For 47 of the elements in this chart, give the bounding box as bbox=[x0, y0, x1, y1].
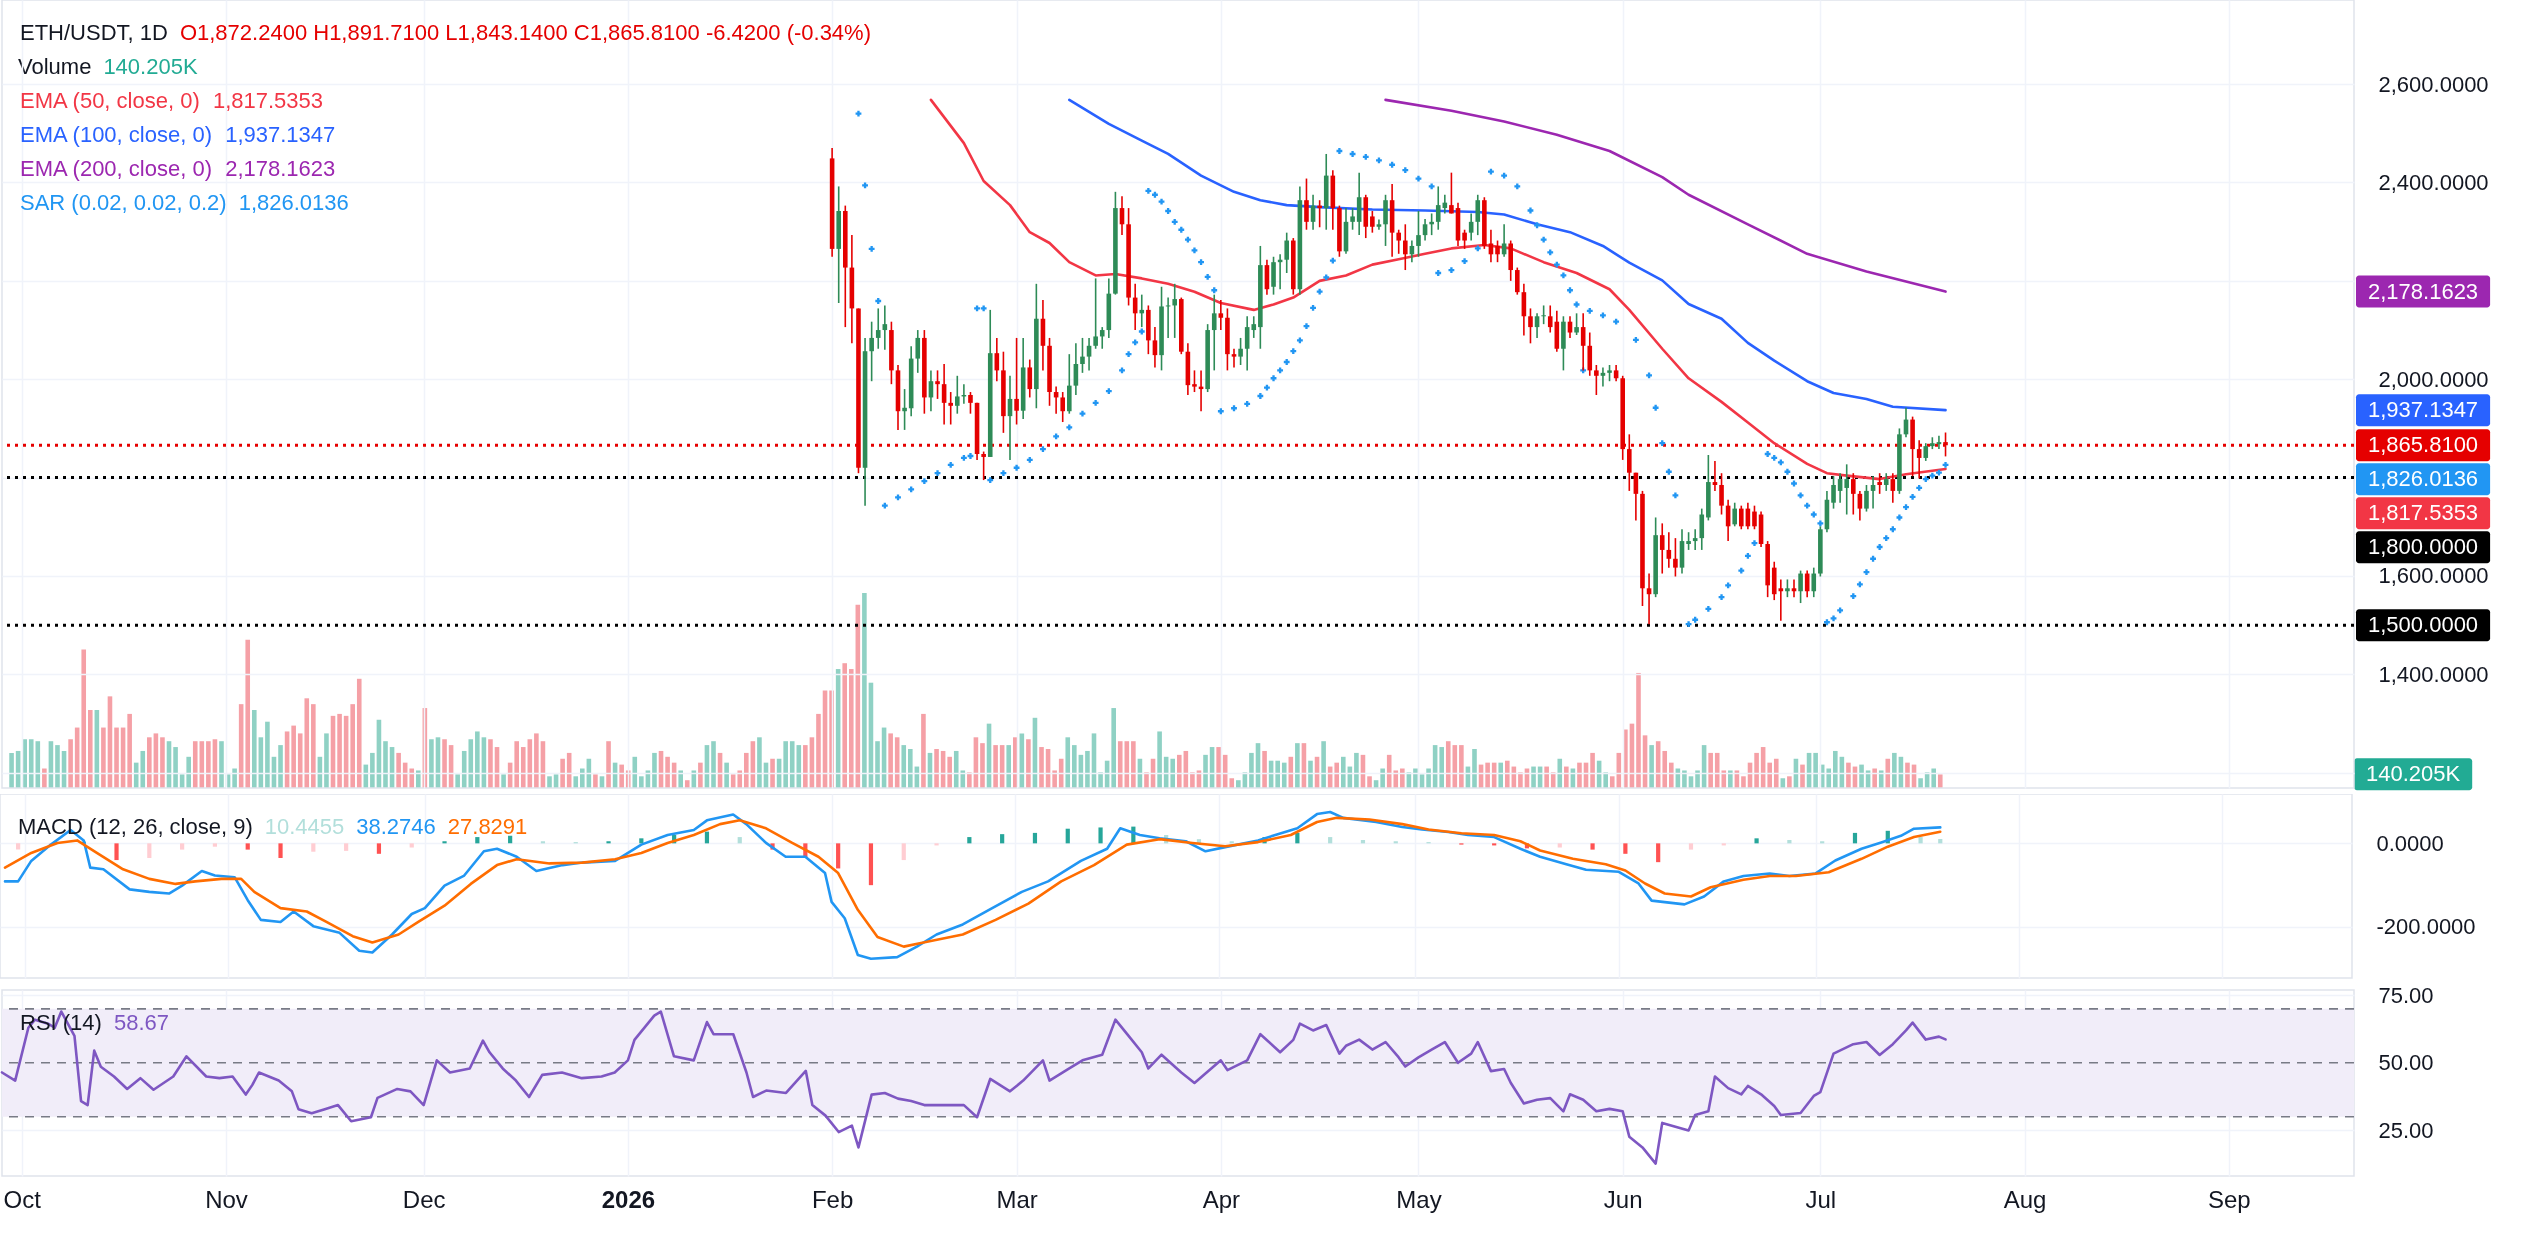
y-tick-label: 0.0000 bbox=[2376, 830, 2444, 856]
x-tick-label: Mar bbox=[996, 1185, 1038, 1213]
x-tick-label: Jun bbox=[1603, 1185, 1643, 1213]
annotation: 10.4455 bbox=[264, 814, 345, 839]
y-tick-label: 2,400.0000 bbox=[2378, 169, 2489, 195]
x-tick-label: Dec bbox=[402, 1185, 446, 1213]
y-tick-label: 75.00 bbox=[2378, 982, 2434, 1008]
annotation: 38.2746 bbox=[356, 814, 436, 839]
text: 140.205K bbox=[2366, 761, 2461, 787]
x-tick-label: 2026 bbox=[601, 1185, 656, 1213]
x-tick-label: Feb bbox=[811, 1185, 854, 1213]
y-tick-label: 1,600.0000 bbox=[2378, 563, 2489, 589]
y-tick-label: 25.00 bbox=[2378, 1117, 2434, 1143]
ref-line-label: 1,865.8100 bbox=[2368, 432, 2479, 458]
text: 1,826.0136 bbox=[2368, 466, 2479, 492]
y-tick-label: -200.0000 bbox=[2376, 914, 2476, 940]
annotation: 58.67 bbox=[113, 1010, 169, 1035]
x-tick-label: Apr bbox=[1202, 1185, 1240, 1213]
text: O1,872.2400 H1,891.7100 L1,843.1400 C1,865.8100 -6.4200 (-0.34%) bbox=[179, 20, 871, 45]
text: ETH/USDT, 1D bbox=[20, 20, 168, 45]
y-tick-label: 50.00 bbox=[2378, 1050, 2434, 1076]
chart-title: Volume bbox=[18, 54, 92, 79]
text: 1,817.5353 bbox=[2368, 500, 2479, 526]
x-tick-label: Sep bbox=[2207, 1185, 2251, 1213]
x-tick-label: Aug bbox=[2003, 1185, 2047, 1213]
y-tick-label: 1,400.0000 bbox=[2378, 661, 2489, 687]
x-tick-label: May bbox=[1396, 1185, 1442, 1213]
x-tick-label: Jul bbox=[1805, 1185, 1837, 1213]
ref-line-label: 1,500.0000 bbox=[2368, 612, 2479, 638]
text: EMA (200, close, 0) bbox=[20, 156, 212, 181]
annotation: 2,178.1623 bbox=[225, 156, 336, 181]
ref-line-label: 1,800.0000 bbox=[2368, 534, 2479, 560]
x-tick-label: Nov bbox=[205, 1185, 248, 1213]
text: 2,178.1623 bbox=[2368, 278, 2479, 304]
annotation: 1,937.1347 bbox=[225, 122, 336, 147]
text: EMA (100, close, 0) bbox=[20, 122, 212, 147]
text: 140.205K bbox=[103, 54, 198, 79]
annotation: 27.8291 bbox=[447, 814, 528, 839]
y-tick-label: 2,600.0000 bbox=[2378, 71, 2489, 97]
text: EMA (50, close, 0) bbox=[20, 88, 200, 113]
text: SAR (0.02, 0.02, 0.2) bbox=[20, 190, 227, 215]
text: 1,937.1347 bbox=[2368, 397, 2479, 423]
annotation: 1,817.5353 bbox=[212, 88, 324, 113]
text: MACD (12, 26, close, 9) bbox=[18, 814, 253, 839]
y-tick-label: 2,000.0000 bbox=[2378, 366, 2489, 392]
annotation: 1,826.0136 bbox=[238, 190, 349, 215]
x-tick-label: Oct bbox=[3, 1185, 42, 1213]
